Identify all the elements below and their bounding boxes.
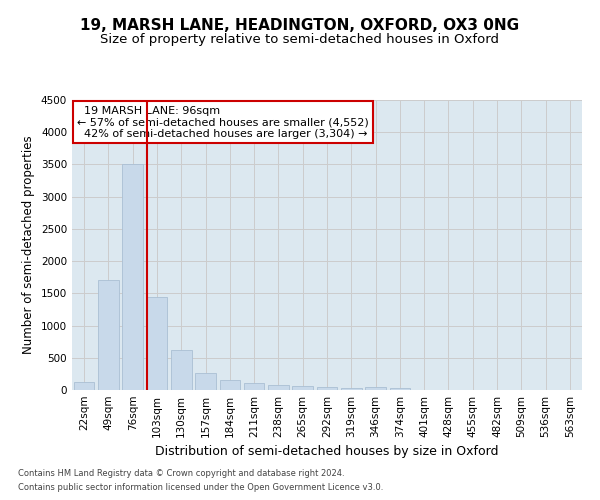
Bar xyxy=(195,372,216,390)
Bar xyxy=(244,383,265,390)
Bar xyxy=(98,280,119,390)
Bar xyxy=(268,385,289,390)
Bar xyxy=(365,387,386,390)
Bar xyxy=(171,350,191,390)
Bar xyxy=(389,388,410,390)
Text: Size of property relative to semi-detached houses in Oxford: Size of property relative to semi-detach… xyxy=(101,32,499,46)
Bar xyxy=(292,386,313,390)
Text: 19 MARSH LANE: 96sqm
← 57% of semi-detached houses are smaller (4,552)
  42% of : 19 MARSH LANE: 96sqm ← 57% of semi-detac… xyxy=(77,106,369,139)
Bar xyxy=(220,380,240,390)
Y-axis label: Number of semi-detached properties: Number of semi-detached properties xyxy=(22,136,35,354)
Bar xyxy=(341,388,362,390)
Text: Contains HM Land Registry data © Crown copyright and database right 2024.: Contains HM Land Registry data © Crown c… xyxy=(18,468,344,477)
Text: Contains public sector information licensed under the Open Government Licence v3: Contains public sector information licen… xyxy=(18,484,383,492)
Bar xyxy=(74,382,94,390)
Bar xyxy=(146,296,167,390)
X-axis label: Distribution of semi-detached houses by size in Oxford: Distribution of semi-detached houses by … xyxy=(155,446,499,458)
Text: 19, MARSH LANE, HEADINGTON, OXFORD, OX3 0NG: 19, MARSH LANE, HEADINGTON, OXFORD, OX3 … xyxy=(80,18,520,32)
Bar xyxy=(122,164,143,390)
Bar xyxy=(317,388,337,390)
